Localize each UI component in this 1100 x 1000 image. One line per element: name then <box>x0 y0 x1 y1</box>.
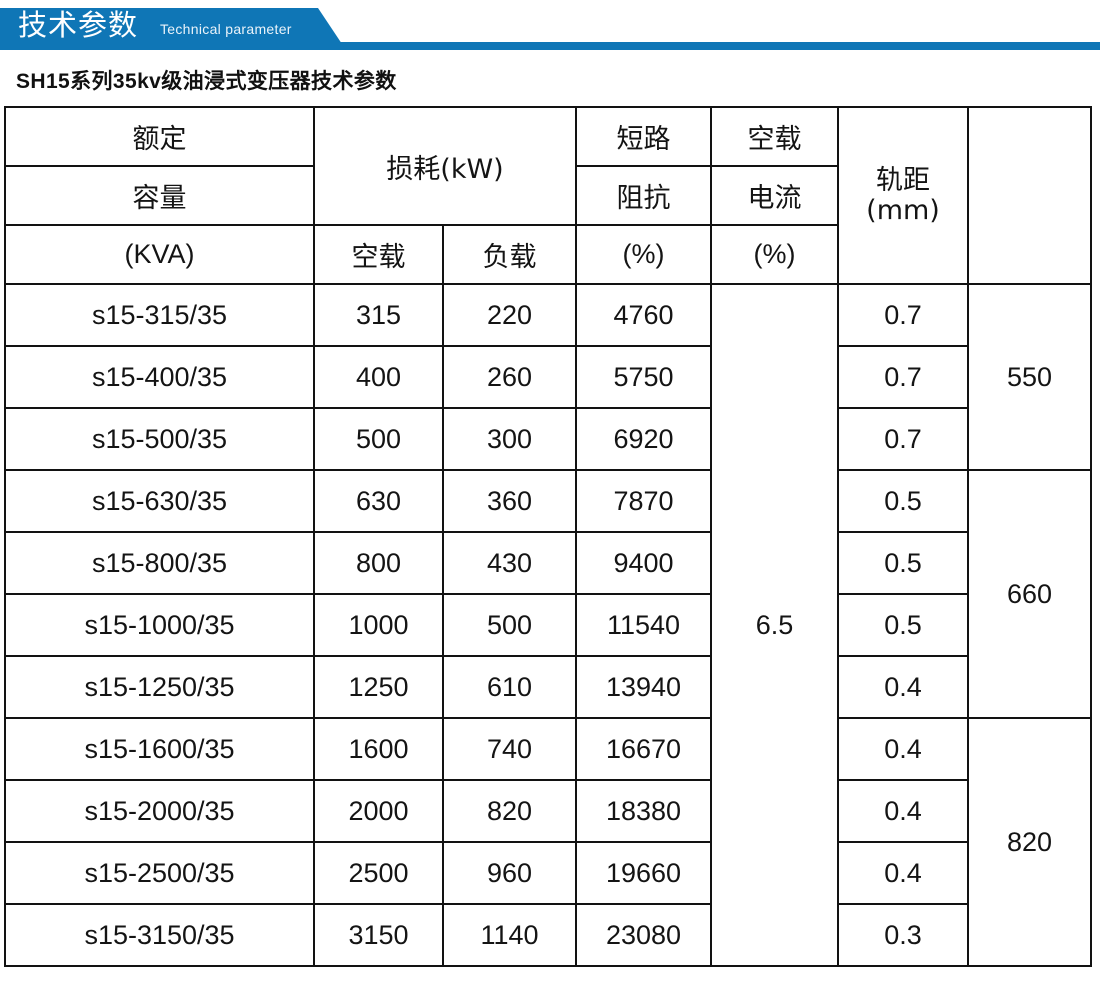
cell-impedance: 11540 <box>575 593 712 657</box>
cell-no-load-current-merged: 6.5 <box>710 283 839 967</box>
spec-table-body: 额定 损耗(kW) 短路 空载 轨距 (mm) 容量 阻抗 电流 (KVA) 空… <box>4 106 1092 967</box>
cell-load: 500 <box>442 593 577 657</box>
cell-load: 430 <box>442 531 577 595</box>
cell-no-load: 500 <box>313 407 444 471</box>
table-row: s15-2500/35 2500 960 19660 0.4 <box>4 841 1091 905</box>
cell-load: 1140 <box>442 903 577 967</box>
cell-model: s15-3150/35 <box>4 903 315 967</box>
table-row: s15-800/35 800 430 9400 0.5 <box>4 531 1091 595</box>
header-short-circuit-unit: (%) <box>575 224 712 285</box>
cell-load: 740 <box>442 717 577 781</box>
cell-track-gauge: 0.7 <box>837 407 969 471</box>
table-row: s15-500/35 500 300 6920 0.7 <box>4 407 1091 471</box>
cell-track-gauge: 0.5 <box>837 593 969 657</box>
cell-track-gauge: 0.5 <box>837 469 969 533</box>
cell-load: 220 <box>442 283 577 347</box>
cell-model: s15-1600/35 <box>4 717 315 781</box>
header-track-gauge: 轨距 (mm) <box>837 106 969 285</box>
cell-no-load: 315 <box>313 283 444 347</box>
table-row: s15-400/35 400 260 5750 0.7 <box>4 345 1091 409</box>
header-rated-unit: (KVA) <box>4 224 315 285</box>
cell-load: 820 <box>442 779 577 843</box>
cell-impedance: 9400 <box>575 531 712 595</box>
header-track-gauge-line2: (mm) <box>866 194 940 226</box>
header-loss-group: 损耗(kW) <box>313 106 577 226</box>
cell-model: s15-1250/35 <box>4 655 315 719</box>
cell-impedance: 4760 <box>575 283 712 347</box>
banner-blue-shape <box>0 8 346 50</box>
spec-table-container: 额定 损耗(kW) 短路 空载 轨距 (mm) 容量 阻抗 电流 (KVA) 空… <box>4 106 1094 967</box>
cell-impedance: 13940 <box>575 655 712 719</box>
cell-impedance: 7870 <box>575 469 712 533</box>
header-no-load-current-unit: (%) <box>710 224 839 285</box>
cell-impedance: 23080 <box>575 903 712 967</box>
cell-track-gauge: 0.3 <box>837 903 969 967</box>
cell-no-load: 3150 <box>313 903 444 967</box>
table-row: s15-315/35 315 220 4760 6.5 0.7 550 <box>4 283 1092 967</box>
header-short-circuit-line2: 阻抗 <box>575 165 712 226</box>
table-row: s15-1250/35 1250 610 13940 0.4 <box>4 655 1091 719</box>
cell-model: s15-2000/35 <box>4 779 315 843</box>
header-row-2: 容量 阻抗 电流 <box>4 165 1091 226</box>
banner-title-chinese: 技术参数 <box>18 10 139 42</box>
header-row-3: (KVA) 空载 负载 (%) (%) <box>4 224 1091 285</box>
table-row: s15-1000/35 1000 500 11540 0.5 <box>4 593 1091 657</box>
cell-track-gauge: 0.4 <box>837 779 969 843</box>
cell-model: s15-315/35 <box>4 283 315 347</box>
cell-load: 360 <box>442 469 577 533</box>
cell-no-load: 1000 <box>313 593 444 657</box>
header-rated-line1: 额定 <box>4 106 315 167</box>
banner-underline-bar <box>0 42 1100 50</box>
cell-no-load: 400 <box>313 345 444 409</box>
cell-track-gauge: 0.4 <box>837 841 969 905</box>
cell-impedance: 16670 <box>575 717 712 781</box>
cell-load: 610 <box>442 655 577 719</box>
cell-model: s15-500/35 <box>4 407 315 471</box>
cell-no-load: 1600 <box>313 717 444 781</box>
cell-no-load: 2000 <box>313 779 444 843</box>
header-no-load-current-line2: 电流 <box>710 165 839 226</box>
header-short-circuit-line1: 短路 <box>575 106 712 167</box>
table-row: s15-1600/35 1600 740 16670 0.4 820 <box>4 717 1092 967</box>
header-rated-line2: 容量 <box>4 165 315 226</box>
cell-load: 260 <box>442 345 577 409</box>
header-no-load-current-line1: 空载 <box>710 106 839 167</box>
header-loss-load: 负载 <box>442 224 577 285</box>
cell-impedance: 6920 <box>575 407 712 471</box>
cell-load: 960 <box>442 841 577 905</box>
banner-title-english: Technical parameter <box>160 21 292 37</box>
table-row: s15-2000/35 2000 820 18380 0.4 <box>4 779 1091 843</box>
header-row-1: 额定 损耗(kW) 短路 空载 轨距 (mm) <box>4 106 1092 285</box>
cell-impedance: 18380 <box>575 779 712 843</box>
transformer-spec-table: 额定 损耗(kW) 短路 空载 轨距 (mm) 容量 阻抗 电流 (KVA) 空… <box>4 106 1092 967</box>
cell-no-load: 800 <box>313 531 444 595</box>
cell-track-gauge: 0.4 <box>837 655 969 719</box>
cell-model: s15-2500/35 <box>4 841 315 905</box>
cell-track-gauge: 0.7 <box>837 345 969 409</box>
cell-no-load: 1250 <box>313 655 444 719</box>
header-track-gauge-line1: 轨距 <box>876 164 930 196</box>
cell-track-distance-group: 820 <box>967 717 1092 967</box>
header-last-empty <box>967 106 1092 285</box>
cell-load: 300 <box>442 407 577 471</box>
cell-track-gauge: 0.5 <box>837 531 969 595</box>
table-row: s15-630/35 630 360 7870 0.5 660 <box>4 469 1092 719</box>
cell-track-gauge: 0.4 <box>837 717 969 781</box>
cell-model: s15-800/35 <box>4 531 315 595</box>
table-row: s15-3150/35 3150 1140 23080 0.3 <box>4 903 1091 967</box>
section-title: SH15系列35kv级油浸式变压器技术参数 <box>16 70 397 93</box>
cell-model: s15-630/35 <box>4 469 315 533</box>
page-banner: 技术参数 Technical parameter <box>0 0 1100 52</box>
cell-track-gauge: 0.7 <box>837 283 969 347</box>
cell-no-load: 630 <box>313 469 444 533</box>
cell-track-distance-group: 660 <box>967 469 1092 719</box>
cell-impedance: 19660 <box>575 841 712 905</box>
cell-track-distance-group: 550 <box>967 283 1092 471</box>
cell-no-load: 2500 <box>313 841 444 905</box>
cell-model: s15-400/35 <box>4 345 315 409</box>
cell-impedance: 5750 <box>575 345 712 409</box>
header-loss-no-load: 空载 <box>313 224 444 285</box>
cell-model: s15-1000/35 <box>4 593 315 657</box>
